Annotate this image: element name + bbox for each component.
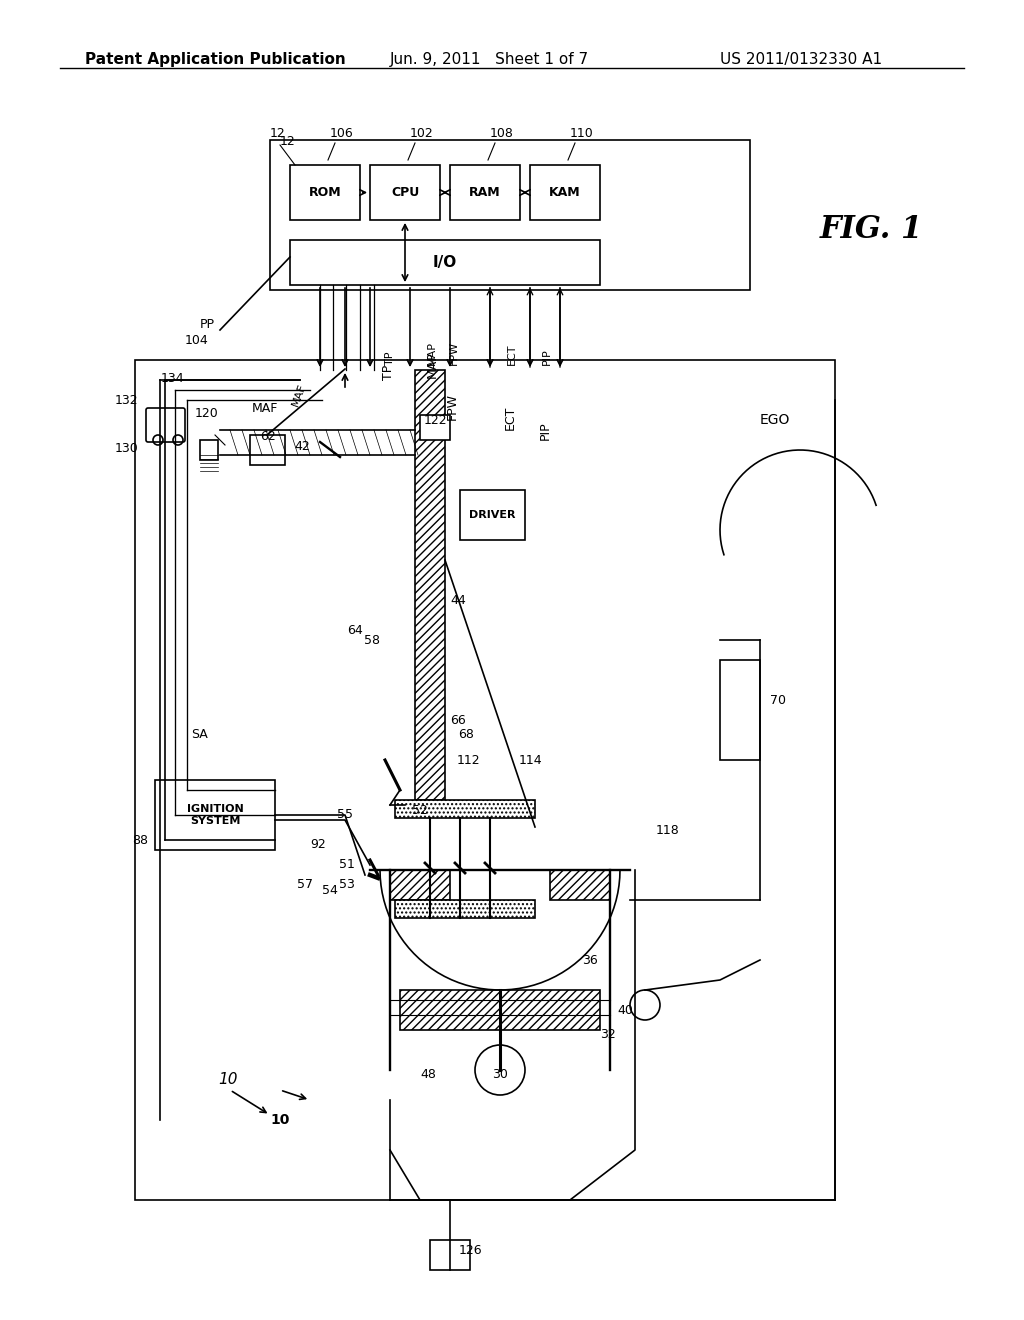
Text: TP: TP [385, 351, 395, 366]
Text: 64: 64 [347, 623, 362, 636]
Text: 12: 12 [270, 127, 286, 140]
Text: 12: 12 [281, 135, 296, 148]
Text: 51: 51 [339, 858, 355, 871]
Text: MAF: MAF [290, 383, 307, 408]
Text: 68: 68 [458, 729, 474, 742]
Text: 44: 44 [450, 594, 466, 606]
Bar [550, 870, 610, 900]
Bar [530, 165, 600, 220]
Text: FPW: FPW [449, 341, 459, 366]
Text: DRIVER: DRIVER [469, 510, 516, 520]
Text: 70: 70 [770, 693, 786, 706]
Text: I/O: I/O [433, 255, 457, 271]
Bar [290, 165, 360, 220]
Text: 57: 57 [297, 879, 313, 891]
Bar [395, 900, 535, 917]
Bar [155, 780, 275, 850]
Text: PIP: PIP [539, 421, 552, 440]
Text: 118: 118 [656, 824, 680, 837]
Text: EGO: EGO [760, 413, 791, 426]
Text: 66: 66 [451, 714, 466, 726]
Text: 52: 52 [412, 804, 428, 817]
Text: 104: 104 [184, 334, 208, 346]
Text: 132: 132 [115, 393, 138, 407]
Text: 112: 112 [456, 754, 480, 767]
Text: 110: 110 [570, 127, 594, 140]
Bar [250, 436, 285, 465]
Text: 106: 106 [330, 127, 353, 140]
Text: 10: 10 [218, 1072, 238, 1088]
Text: Patent Application Publication: Patent Application Publication [85, 51, 346, 67]
Bar [450, 165, 520, 220]
Text: 58: 58 [364, 634, 380, 647]
Text: FPW: FPW [445, 393, 459, 420]
Text: 130: 130 [115, 441, 138, 454]
Text: MAF: MAF [252, 403, 279, 414]
Bar [135, 360, 835, 1200]
Text: 32: 32 [600, 1028, 615, 1041]
Text: 120: 120 [195, 407, 218, 420]
Bar [415, 370, 445, 800]
Text: MAP: MAP [427, 341, 437, 366]
Text: 114: 114 [518, 754, 542, 767]
Bar [460, 490, 525, 540]
Text: RAM: RAM [469, 186, 501, 199]
Bar [400, 990, 600, 1030]
Bar [430, 1239, 470, 1270]
Text: 134: 134 [160, 372, 184, 385]
Bar [270, 140, 750, 290]
Text: KAM: KAM [549, 186, 581, 199]
Bar [390, 870, 450, 900]
Text: 10: 10 [270, 1113, 290, 1127]
Bar [720, 660, 760, 760]
Text: TP: TP [382, 364, 394, 380]
Text: ECT: ECT [507, 343, 517, 366]
Text: Jun. 9, 2011   Sheet 1 of 7: Jun. 9, 2011 Sheet 1 of 7 [390, 51, 589, 67]
Text: FIG. 1: FIG. 1 [820, 214, 924, 246]
Text: ECT: ECT [504, 405, 516, 430]
Text: 122: 122 [423, 414, 446, 426]
Text: US 2011/0132330 A1: US 2011/0132330 A1 [720, 51, 882, 67]
Text: 53: 53 [339, 879, 355, 891]
Bar [420, 414, 450, 440]
Text: SA: SA [191, 729, 208, 742]
Text: 42: 42 [294, 441, 310, 454]
Text: ROM: ROM [308, 186, 341, 199]
Bar [395, 800, 535, 818]
Bar [370, 165, 440, 220]
Text: 36: 36 [582, 953, 598, 966]
Text: 108: 108 [490, 127, 514, 140]
Text: 88: 88 [132, 833, 148, 846]
Text: 126: 126 [458, 1243, 482, 1257]
Text: 30: 30 [493, 1068, 508, 1081]
Text: PP: PP [200, 318, 215, 331]
Text: MAP: MAP [426, 351, 438, 378]
Bar [200, 440, 218, 459]
Text: PIP: PIP [542, 348, 552, 366]
Text: 40: 40 [617, 1003, 633, 1016]
Text: CPU: CPU [391, 186, 419, 199]
Text: IGNITION
SYSTEM: IGNITION SYSTEM [186, 804, 244, 826]
Text: 102: 102 [410, 127, 434, 140]
Text: 92: 92 [310, 838, 326, 851]
Text: 62: 62 [260, 430, 275, 444]
Text: 55: 55 [337, 808, 353, 821]
Text: 54: 54 [323, 883, 338, 896]
Bar [290, 240, 600, 285]
Text: 48: 48 [420, 1068, 436, 1081]
